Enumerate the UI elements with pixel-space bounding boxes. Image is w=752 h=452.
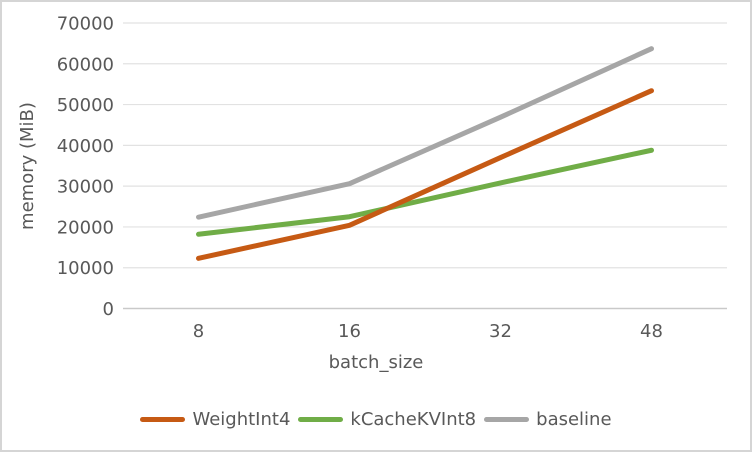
baseline-line-swatch-icon xyxy=(484,416,530,422)
y-tick-label: 60000 xyxy=(57,54,114,75)
y-tick-label: 0 xyxy=(103,299,114,320)
y-tick-label: 30000 xyxy=(57,177,114,198)
kcachekvint8-line-swatch-icon xyxy=(298,416,344,422)
x-tick-label: 32 xyxy=(489,321,512,342)
legend-label: WeightInt4 xyxy=(192,408,291,430)
y-tick-label: 10000 xyxy=(57,258,114,279)
series-line-baseline xyxy=(196,46,654,220)
legend-item-kcachekvint8: kCacheKVInt8 xyxy=(298,409,476,430)
legend-item-weightint4: WeightInt4 xyxy=(140,409,290,430)
chart-legend: WeightInt4 kCacheKVInt8 baseline xyxy=(0,407,752,431)
legend-label: kCacheKVInt8 xyxy=(350,408,477,430)
x-axis-title: batch_size xyxy=(328,352,424,373)
legend-item-baseline: baseline xyxy=(484,408,612,430)
y-axis-title: memory (MiB) xyxy=(17,102,38,230)
weightint4-line-swatch-icon xyxy=(140,416,186,422)
x-tick-label: 48 xyxy=(640,321,663,342)
y-tick-label: 40000 xyxy=(57,136,114,157)
y-tick-label: 70000 xyxy=(57,14,114,35)
x-tick-label: 8 xyxy=(193,321,204,342)
legend-label: baseline xyxy=(536,408,612,430)
series-line-kcachekvint8 xyxy=(196,147,654,237)
y-tick-label: 50000 xyxy=(57,95,114,116)
y-tick-label: 20000 xyxy=(57,217,114,238)
x-tick-label: 16 xyxy=(338,321,361,342)
series-line-weightint4 xyxy=(196,88,654,261)
